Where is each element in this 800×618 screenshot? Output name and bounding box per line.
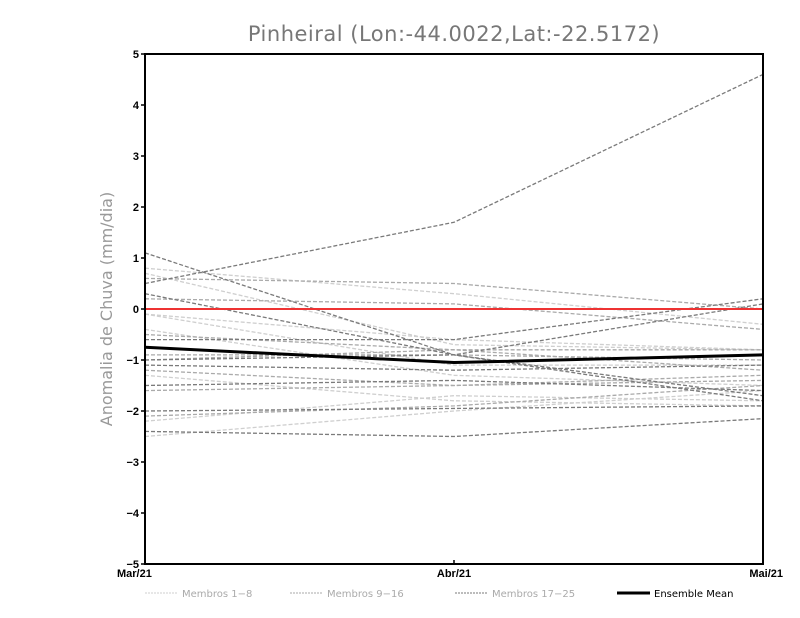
member-line-22 xyxy=(144,364,764,371)
y-tick-label: −1 xyxy=(126,355,139,367)
member-line-9 xyxy=(144,277,764,310)
y-tick-label: −3 xyxy=(126,457,139,469)
y-tick-label: −4 xyxy=(126,508,139,520)
legend-label: Membros 1−8 xyxy=(182,589,252,600)
legend-item-4: Ensemble Mean xyxy=(617,589,733,600)
member-line-3 xyxy=(144,313,764,351)
member-line-8 xyxy=(144,313,763,366)
y-tick-label: −5 xyxy=(126,559,139,571)
x-ticks: Mar/21 Abr/21 Mai/21 xyxy=(117,560,783,580)
member-line-23 xyxy=(144,379,764,392)
member-line-25 xyxy=(144,418,764,438)
member-line-7 xyxy=(144,389,764,438)
legend-label: Membros 9−16 xyxy=(327,589,404,600)
member-line-21 xyxy=(144,303,764,361)
member-line-20 xyxy=(145,298,764,341)
member-line-17 xyxy=(144,73,764,285)
legend: Membros 1−8 Membros 9−16 Membros 17−25 Ense… xyxy=(145,589,733,600)
member-line-11 xyxy=(144,333,763,351)
y-axis-label: Anomalia de Chuva (mm/dia) xyxy=(97,192,116,426)
legend-label: Ensemble Mean xyxy=(654,589,733,600)
legend-item-3: Membros 17−25 xyxy=(455,589,575,600)
member-line-10 xyxy=(144,298,764,331)
x-tick-label: Mar/21 xyxy=(117,568,152,580)
member-line-1 xyxy=(144,267,764,325)
y-tick-label: 2 xyxy=(133,202,139,214)
y-tick-label: 5 xyxy=(133,49,139,61)
member-line-15 xyxy=(144,384,764,417)
legend-item-1: Membros 1−8 xyxy=(145,589,252,600)
y-ticks: 5 4 3 2 1 0 −1 −2 −3 −4 −5 xyxy=(126,49,145,571)
ensemble-mean-line xyxy=(144,345,764,365)
member-lines xyxy=(144,73,764,438)
legend-item-2: Membros 9−16 xyxy=(290,589,404,600)
y-tick-label: 1 xyxy=(133,253,139,265)
member-line-24 xyxy=(144,405,764,412)
y-tick-label: 3 xyxy=(133,151,139,163)
y-tick-label: −2 xyxy=(126,406,139,418)
legend-label: Membros 17−25 xyxy=(492,589,575,600)
x-tick-label: Mai/21 xyxy=(749,568,783,580)
member-line-16 xyxy=(144,349,764,371)
member-line-2 xyxy=(144,272,764,351)
member-line-14 xyxy=(144,379,764,392)
x-tick-label: Abr/21 xyxy=(437,568,471,580)
y-tick-label: 0 xyxy=(133,304,139,316)
y-tick-label: 4 xyxy=(133,100,140,112)
chart-title: Pinheiral (Lon:-44.0022,Lat:-22.5172) xyxy=(248,22,660,46)
